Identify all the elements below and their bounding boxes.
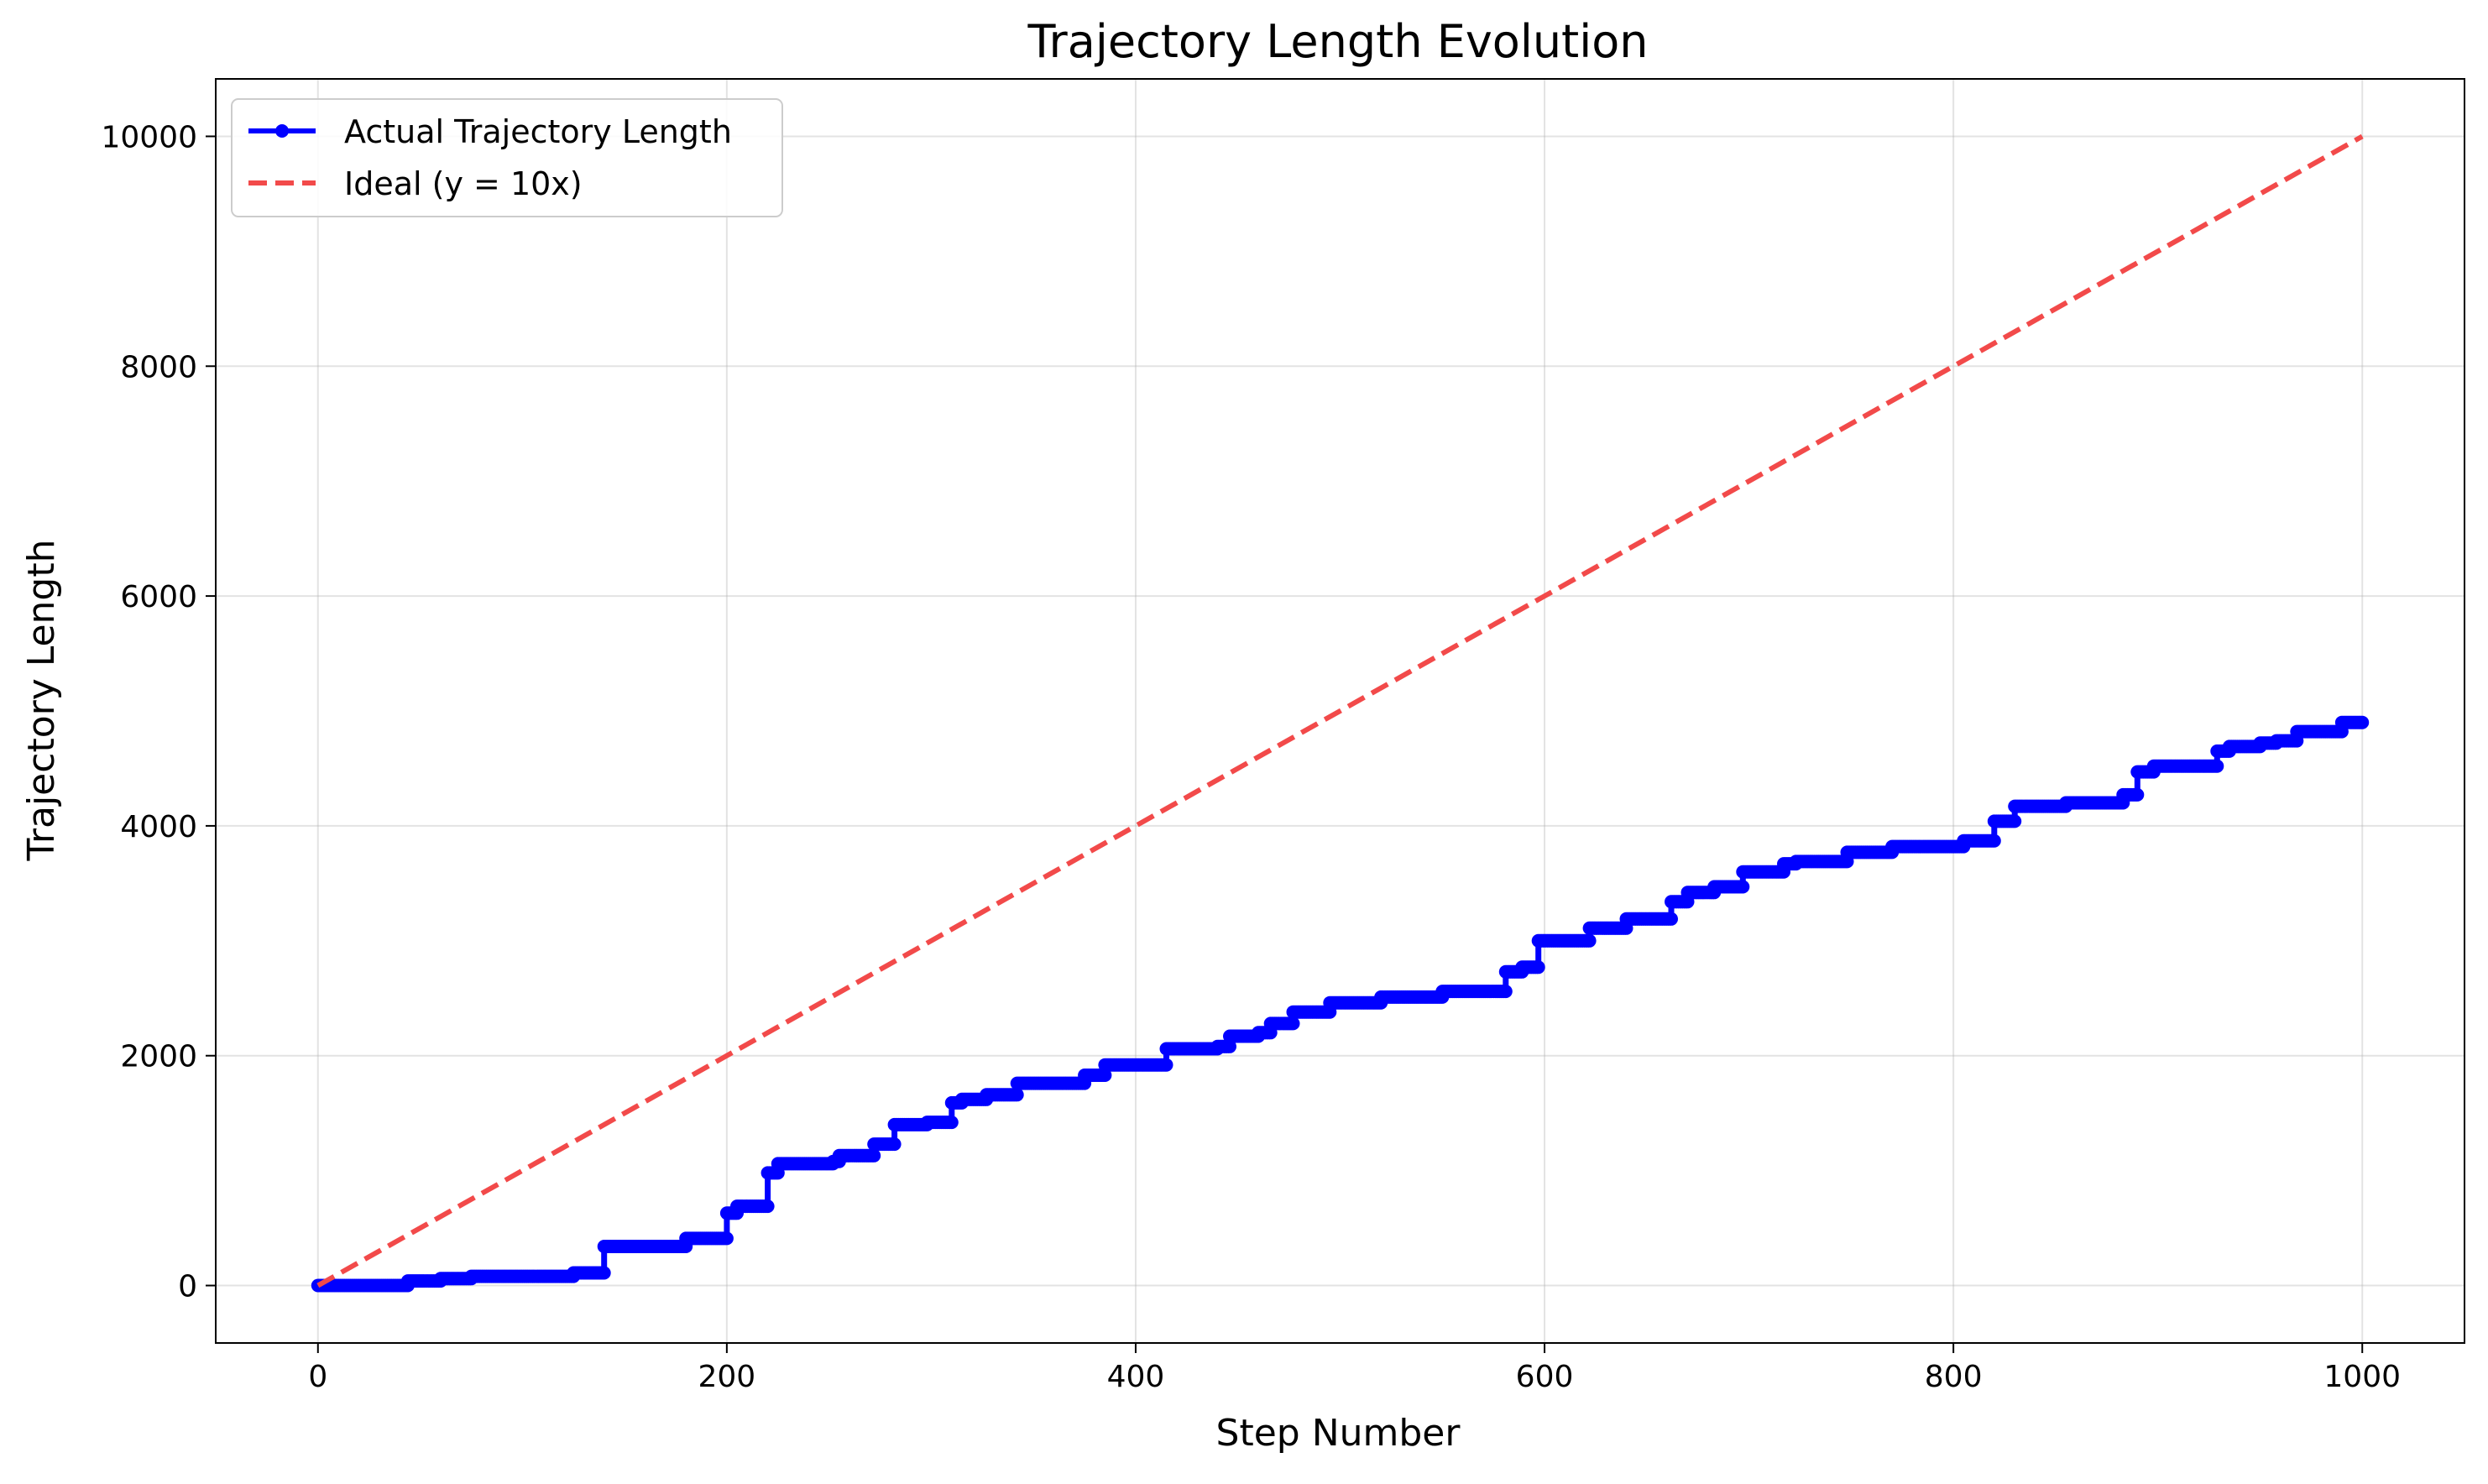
data-point-actual	[1286, 1016, 1300, 1031]
x-tick-label: 0	[308, 1360, 327, 1394]
y-axis-label: Trajectory Length	[20, 539, 63, 861]
legend-label-ideal: Ideal (y = 10x)	[344, 165, 583, 202]
data-point-actual	[2130, 787, 2145, 802]
data-point-actual	[887, 1137, 902, 1152]
chart-title: Trajectory Length Evolution	[1027, 15, 1649, 68]
y-tick-label: 10000	[101, 120, 197, 154]
data-point-actual	[944, 1116, 959, 1130]
legend-label-actual: Actual Trajectory Length	[344, 113, 732, 150]
data-point-actual	[1098, 1069, 1112, 1082]
plot-frame	[215, 78, 2465, 1344]
data-point-actual	[1665, 912, 1678, 926]
data-point-actual	[1582, 933, 1597, 948]
x-tick-label: 200	[698, 1360, 756, 1394]
data-point-actual	[761, 1199, 775, 1214]
data-point-actual	[1736, 880, 1750, 894]
x-tick-label: 1000	[2323, 1360, 2401, 1394]
data-point-actual	[1987, 833, 2001, 848]
data-point-actual	[1159, 1058, 1173, 1072]
x-axis-label: Step Number	[1216, 1412, 1461, 1455]
data-point-actual	[1223, 1039, 1236, 1053]
data-point-actual	[719, 1231, 734, 1246]
y-tick-label: 4000	[120, 810, 197, 844]
legend-entry-ideal: Ideal (y = 10x)	[248, 165, 583, 202]
legend: Actual Trajectory Length Ideal (y = 10x)	[231, 98, 783, 217]
x-tick-label: 600	[1516, 1360, 1574, 1394]
data-point-actual	[2210, 759, 2224, 773]
legend-entry-actual: Actual Trajectory Length	[248, 113, 732, 150]
legend-marker-actual	[275, 124, 289, 138]
series-layer	[311, 133, 2370, 1293]
y-tick-label: 0	[178, 1270, 197, 1304]
data-point-actual	[597, 1266, 611, 1280]
x-tick-label: 400	[1107, 1360, 1165, 1394]
data-point-actual	[1010, 1088, 1024, 1102]
y-tick-label: 2000	[120, 1040, 197, 1074]
data-point-actual	[2355, 715, 2370, 729]
data-point-actual	[867, 1148, 881, 1163]
x-tick-label: 800	[1925, 1360, 1983, 1394]
y-tick-label: 6000	[120, 580, 197, 614]
data-point-actual	[2008, 814, 2022, 828]
series-line-ideal	[316, 133, 2364, 1288]
data-point-actual	[1498, 985, 1513, 999]
y-tick-label: 8000	[120, 350, 197, 384]
data-point-actual	[1531, 960, 1545, 975]
legend-box	[231, 98, 783, 217]
